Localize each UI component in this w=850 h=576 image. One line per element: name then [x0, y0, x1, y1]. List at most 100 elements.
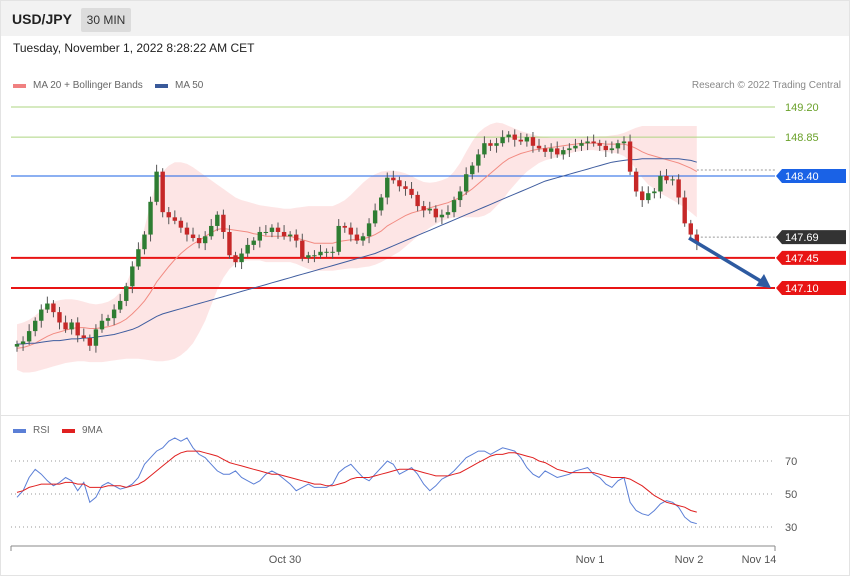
candle-body — [306, 255, 311, 258]
x-label-nov2: Nov 2 — [675, 554, 704, 566]
candle-body — [45, 303, 50, 310]
candle-body — [548, 148, 554, 152]
candle-body — [633, 171, 639, 192]
candle-body — [275, 227, 281, 232]
legend-rsi-label: RSI — [33, 425, 50, 436]
candle-body — [463, 174, 469, 192]
candle-body — [300, 240, 305, 258]
legend-rsi: RSI — [13, 425, 50, 436]
datetime-label: Tuesday, November 1, 2022 8:28:22 AM CET — [13, 41, 255, 55]
candle-body — [433, 208, 439, 218]
panel-separator — [1, 415, 849, 416]
candle-body — [439, 214, 445, 218]
candle-body — [603, 145, 608, 151]
candle-body — [415, 194, 420, 207]
legend-ma50: MA 50 — [155, 80, 203, 91]
candle-body — [63, 322, 68, 330]
rsi-ma-line — [16, 450, 697, 513]
candle-body — [421, 206, 426, 211]
rsi-tick-70: 70 — [785, 456, 797, 468]
candle-body — [354, 234, 360, 241]
legend-ma20: MA 20 + Bollinger Bands — [13, 80, 143, 91]
candle-body — [385, 177, 390, 198]
candle-body — [324, 251, 329, 253]
candle-body — [81, 335, 86, 338]
candle-body — [555, 148, 560, 155]
candle-body — [330, 251, 335, 253]
candle-body — [160, 171, 165, 213]
candle-body — [360, 236, 366, 241]
candle-body — [148, 201, 153, 235]
candle-body — [646, 193, 651, 201]
candle-body — [130, 266, 135, 287]
candle-body — [457, 191, 463, 201]
candle-body — [263, 231, 269, 233]
candle-body — [536, 145, 542, 149]
candle-body — [652, 191, 657, 194]
candle-body — [342, 225, 347, 228]
candle-body — [682, 197, 687, 224]
candle-body — [585, 141, 590, 144]
candle-body — [506, 134, 511, 138]
candle-body — [609, 148, 615, 151]
candle-body — [117, 300, 123, 310]
candle-body — [26, 331, 32, 342]
candle-body — [530, 137, 536, 146]
candle-body — [33, 320, 38, 332]
header-bar: USD/JPY 30 MIN — [1, 1, 849, 36]
candle-body — [105, 318, 111, 321]
candle-body — [172, 217, 178, 221]
legend-ma20-label: MA 20 + Bollinger Bands — [33, 80, 143, 91]
candle-body — [542, 148, 548, 152]
candle-body — [312, 255, 317, 257]
ma20-swatch — [13, 83, 26, 88]
candle-body — [178, 220, 184, 228]
candle-body — [75, 322, 80, 336]
candle-body — [524, 137, 530, 142]
candle-body — [664, 175, 669, 181]
credit-label: Research © 2022 Trading Central — [691, 80, 841, 91]
forecast-arrow-head — [756, 274, 771, 288]
candle-body — [500, 137, 505, 144]
candle-body — [488, 143, 493, 146]
candle-body — [154, 171, 159, 202]
candle-body — [621, 141, 627, 144]
candle-body — [51, 303, 56, 313]
candle-body — [494, 143, 499, 146]
rsi-swatch — [13, 428, 26, 433]
level-label-148-40: 148.40 — [785, 171, 819, 183]
level-label-147-69: 147.69 — [785, 232, 819, 244]
candle-body — [470, 165, 475, 175]
candle-body — [591, 141, 596, 144]
candle-body — [14, 344, 20, 347]
candle-body — [245, 244, 250, 254]
candle-body — [269, 227, 275, 232]
candle-body — [379, 197, 384, 211]
level-tag-148-40 — [776, 168, 846, 183]
ma50-line — [17, 158, 697, 345]
candle-body — [99, 320, 105, 330]
candle-body — [391, 177, 396, 181]
timeframe-button[interactable]: 30 MIN — [81, 8, 131, 32]
x-label-nov1: Nov 1 — [576, 554, 605, 566]
candle-body — [427, 208, 432, 211]
level-label-147-45: 147.45 — [785, 253, 819, 265]
candle-body — [233, 255, 238, 263]
candle-body — [124, 286, 129, 301]
candle-body — [227, 231, 232, 256]
candle-body — [694, 234, 700, 244]
candle-body — [142, 234, 147, 250]
candle-body — [561, 150, 566, 155]
level-tag-147-69 — [776, 230, 846, 245]
rsi-ma-swatch — [62, 428, 75, 433]
candle-body — [87, 337, 93, 346]
legend-ma50-label: MA 50 — [175, 80, 204, 91]
legend-rsi-ma: 9MA — [62, 425, 103, 436]
candle-body — [615, 143, 621, 149]
candle-body — [658, 175, 663, 192]
level-label-148-85: 148.85 — [785, 132, 819, 144]
ma50-swatch — [155, 83, 168, 88]
candle-body — [39, 309, 44, 321]
candle-body — [190, 234, 196, 239]
candle-body — [93, 329, 99, 346]
